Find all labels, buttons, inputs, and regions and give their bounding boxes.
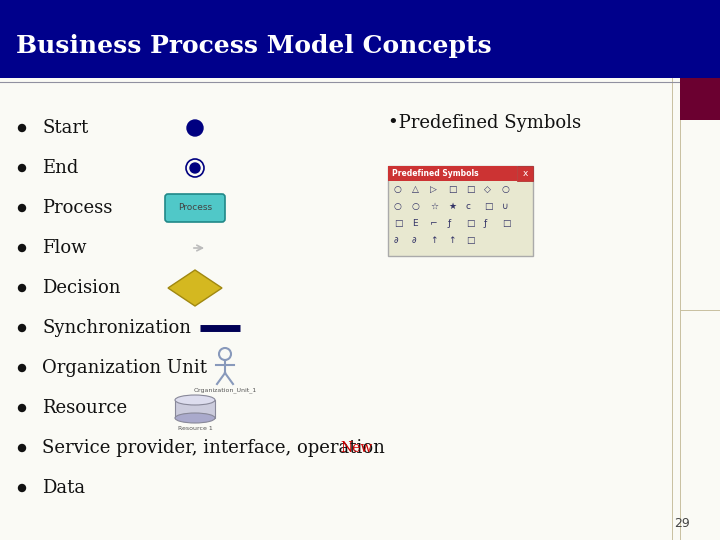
Circle shape: [19, 404, 25, 411]
Circle shape: [187, 120, 203, 136]
Text: ○: ○: [394, 185, 402, 194]
Text: Start: Start: [42, 119, 89, 137]
Text: End: End: [42, 159, 78, 177]
Text: □: □: [502, 219, 510, 228]
Text: □: □: [448, 185, 456, 194]
Circle shape: [19, 285, 25, 292]
Bar: [517, 166, 533, 181]
Text: c: c: [466, 202, 471, 211]
Text: Process: Process: [42, 199, 112, 217]
Text: ★: ★: [448, 202, 456, 211]
Circle shape: [19, 245, 25, 252]
Circle shape: [190, 163, 200, 173]
Text: ⌐: ⌐: [430, 219, 438, 228]
Text: Service provider, interface, operation: Service provider, interface, operation: [42, 439, 385, 457]
Text: ◇: ◇: [484, 185, 491, 194]
Text: Process: Process: [178, 204, 212, 213]
Text: ƒ: ƒ: [484, 219, 487, 228]
Circle shape: [19, 484, 25, 491]
Text: □: □: [466, 185, 474, 194]
Text: Organization_Unit_1: Organization_Unit_1: [194, 387, 256, 393]
FancyBboxPatch shape: [165, 194, 225, 222]
Text: ○: ○: [394, 202, 402, 211]
Text: Synchronization: Synchronization: [42, 319, 191, 337]
Circle shape: [19, 444, 25, 451]
Bar: [388, 166, 517, 181]
Text: Business Process Model Concepts: Business Process Model Concepts: [16, 34, 492, 58]
Text: ∂: ∂: [412, 236, 417, 245]
Ellipse shape: [175, 413, 215, 423]
Circle shape: [19, 364, 25, 372]
Text: ∪: ∪: [502, 202, 508, 211]
Ellipse shape: [175, 395, 215, 405]
Text: E: E: [412, 219, 418, 228]
Text: Predefined Symbols: Predefined Symbols: [392, 169, 479, 178]
Text: ↑: ↑: [448, 236, 456, 245]
Text: ƒ: ƒ: [448, 219, 451, 228]
Circle shape: [19, 325, 25, 332]
Text: Flow: Flow: [42, 239, 86, 257]
Text: Data: Data: [42, 479, 85, 497]
Circle shape: [19, 165, 25, 172]
Text: ○: ○: [502, 185, 510, 194]
Text: Decision: Decision: [42, 279, 120, 297]
Bar: [388, 166, 533, 256]
Text: New: New: [340, 441, 372, 455]
Text: □: □: [466, 219, 474, 228]
Bar: [680, 78, 720, 120]
Text: Resource: Resource: [42, 399, 127, 417]
Text: x: x: [522, 169, 528, 178]
Text: □: □: [484, 202, 492, 211]
Bar: [0, 0, 720, 78]
Text: ☆: ☆: [430, 202, 438, 211]
Text: □: □: [466, 236, 474, 245]
Circle shape: [19, 125, 25, 132]
Polygon shape: [168, 270, 222, 306]
Text: ∂: ∂: [394, 236, 399, 245]
Text: ○: ○: [412, 202, 420, 211]
Text: 29: 29: [674, 517, 690, 530]
Text: Resource 1: Resource 1: [178, 426, 212, 431]
Text: •Predefined Symbols: •Predefined Symbols: [388, 114, 581, 132]
Text: Organization Unit: Organization Unit: [42, 359, 207, 377]
Bar: [175, 400, 215, 418]
Text: △: △: [412, 185, 419, 194]
Circle shape: [19, 205, 25, 212]
Text: ▷: ▷: [430, 185, 437, 194]
Text: ↑: ↑: [430, 236, 438, 245]
Text: □: □: [394, 219, 402, 228]
